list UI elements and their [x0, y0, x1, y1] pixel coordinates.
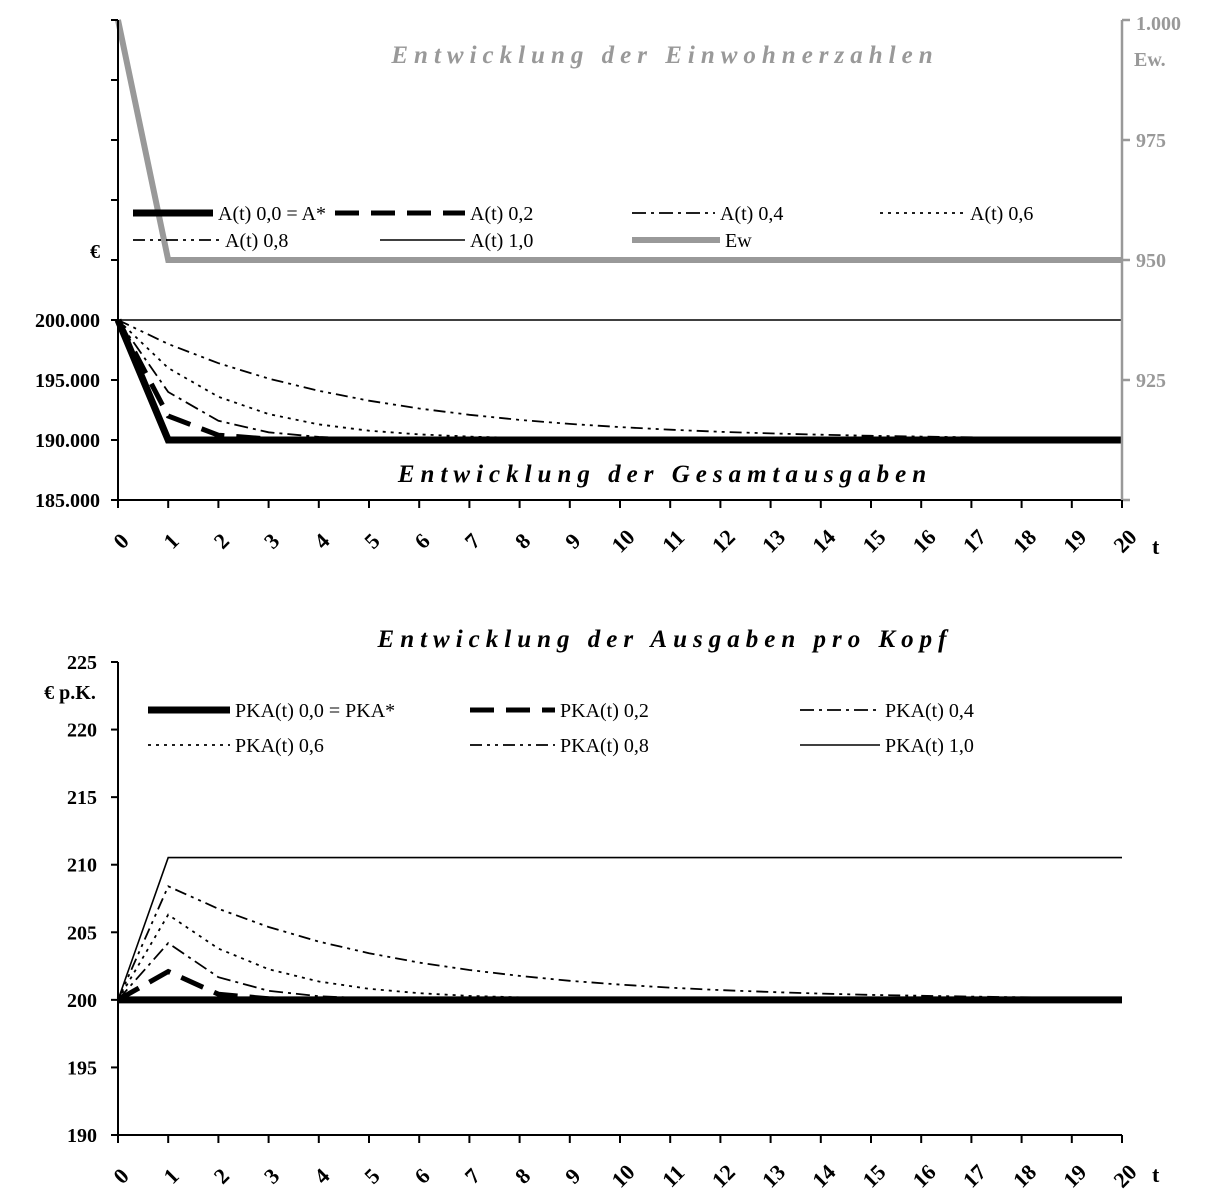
y-tick-label-2: 195 — [67, 1057, 97, 1079]
x-tick-label: 11 — [657, 525, 689, 557]
x-tick-label: 14 — [807, 1159, 840, 1192]
legend-label: A(t) 1,0 — [470, 230, 533, 252]
x-tick-label: 15 — [857, 524, 890, 557]
x-tick-label: 0 — [108, 528, 133, 553]
x-tick-label: 12 — [707, 524, 740, 557]
x-tick-label: 12 — [707, 1159, 740, 1192]
legend-label: A(t) 0,8 — [225, 230, 288, 252]
x-tick-label: 4 — [309, 528, 334, 553]
y2-tick-label: 1.000 — [1136, 13, 1181, 35]
x-tick-label: 0 — [108, 1163, 133, 1188]
legend-label: A(t) 0,0 = A* — [218, 203, 326, 225]
einwohner-chart-title: Entwicklung der Einwohnerzahlen — [390, 42, 938, 69]
pro-kopf-chart-title: Entwicklung der Ausgaben pro Kopf — [377, 626, 953, 653]
series-line-4 — [117, 319, 1123, 440]
x-tick-label: 13 — [757, 524, 790, 557]
legend-label: A(t) 0,2 — [470, 203, 533, 225]
y2-tick-label: 925 — [1136, 370, 1166, 392]
x-tick-label: 20 — [1108, 1159, 1141, 1192]
y-tick-label-2: 210 — [67, 855, 97, 877]
x-tick-label: 7 — [460, 528, 485, 553]
x-tick-label: 15 — [857, 1159, 890, 1192]
pka-series-line-2 — [117, 941, 1122, 1001]
y-tick-label: 185.000 — [35, 490, 100, 512]
pka-series-line-1 — [116, 968, 1122, 1003]
x-tick-label: 2 — [209, 528, 234, 553]
chart-gesamtausgaben: 185.000190.000195.000200.0009259509751.0… — [35, 13, 1181, 559]
x-tick-label: 1 — [158, 1163, 183, 1188]
y-tick-label: 190.000 — [35, 430, 100, 452]
x-tick-label: 8 — [510, 1163, 535, 1188]
legend-label: A(t) 0,4 — [720, 203, 783, 225]
series-line-6 — [115, 19, 1122, 263]
legend-label-2: PKA(t) 0,0 = PKA* — [235, 700, 395, 722]
x-tick-label: 14 — [807, 524, 840, 557]
x-tick-label: 16 — [908, 1159, 941, 1192]
x-tick-label: 3 — [259, 528, 284, 553]
x-tick-label: 1 — [158, 528, 183, 553]
x-tick-label: 19 — [1058, 524, 1091, 557]
legend-label: A(t) 0,6 — [970, 203, 1033, 225]
y-tick-label-2: 215 — [67, 787, 97, 809]
x-tick-label: 19 — [1058, 1159, 1091, 1192]
x-tick-label: 3 — [259, 1163, 284, 1188]
x-tick-label: 18 — [1008, 524, 1041, 557]
pka-series-line-4 — [117, 885, 1123, 1001]
y-tick-label-2: 220 — [67, 720, 97, 742]
y-axis-unit-label-2: € p.K. — [44, 682, 96, 704]
series-line-1 — [115, 318, 1122, 443]
y2-tick-label: 975 — [1136, 130, 1166, 152]
y2-axis-unit-label: Ew. — [1134, 49, 1166, 71]
x-axis-label-2: t — [1152, 1162, 1160, 1187]
pka-series-line-5 — [117, 856, 1122, 1001]
x-tick-label: 18 — [1008, 1159, 1041, 1192]
y-axis-unit-label: € — [90, 241, 100, 263]
gesamtausgaben-chart-title: Entwicklung der Gesamtausgaben — [397, 461, 932, 488]
x-tick-label: 20 — [1108, 524, 1141, 557]
x-tick-label: 16 — [908, 524, 941, 557]
x-tick-label: 2 — [209, 1163, 234, 1188]
y-tick-label-2: 200 — [67, 990, 97, 1012]
x-axis-label: t — [1152, 534, 1160, 559]
x-tick-label: 11 — [657, 1160, 689, 1192]
x-tick-label: 17 — [958, 1159, 991, 1192]
series-line-0 — [114, 318, 1122, 444]
series-line-3 — [117, 319, 1122, 441]
legend-label-2: PKA(t) 0,2 — [560, 700, 649, 722]
x-tick-label: 10 — [606, 1159, 639, 1192]
x-tick-label: 10 — [606, 524, 639, 557]
x-tick-label: 7 — [460, 1163, 485, 1188]
legend-label-2: PKA(t) 0,8 — [560, 735, 649, 757]
x-tick-label: 9 — [560, 1163, 585, 1188]
y-tick-label-2: 225 — [67, 652, 97, 674]
x-tick-label: 8 — [510, 528, 535, 553]
y2-tick-label: 950 — [1136, 250, 1166, 272]
x-tick-label: 4 — [309, 1163, 334, 1188]
legend-label: Ew — [725, 230, 752, 252]
legend-label-2: PKA(t) 0,6 — [235, 735, 324, 757]
x-tick-label: 5 — [359, 1163, 384, 1188]
series-line-2 — [117, 319, 1122, 441]
y-tick-label-2: 190 — [67, 1125, 97, 1147]
x-tick-label: 9 — [560, 528, 585, 553]
legend-label-2: PKA(t) 0,4 — [885, 700, 974, 722]
x-tick-label: 5 — [359, 528, 384, 553]
legend-label-2: PKA(t) 1,0 — [885, 735, 974, 757]
y-tick-label: 195.000 — [35, 370, 100, 392]
x-tick-label: 13 — [757, 1159, 790, 1192]
x-tick-label: 6 — [409, 1163, 434, 1188]
x-tick-label: 17 — [958, 524, 991, 557]
x-tick-label: 6 — [409, 528, 434, 553]
y-tick-label: 200.000 — [35, 310, 100, 332]
y-tick-label-2: 205 — [67, 922, 97, 944]
